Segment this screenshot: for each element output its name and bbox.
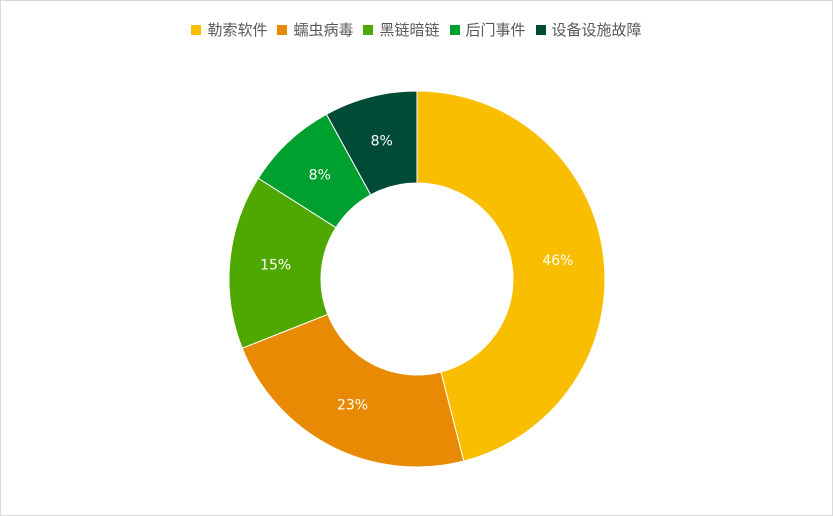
legend-label: 蠕虫病毒 — [293, 21, 354, 39]
donut-slice — [241, 313, 465, 468]
donut-slice — [416, 90, 606, 462]
legend-swatch — [535, 24, 546, 35]
data-label: 8% — [371, 133, 393, 149]
legend-item: 勒索软件 — [191, 19, 267, 40]
legend-item: 后门事件 — [449, 19, 526, 40]
data-label: 8% — [309, 167, 331, 183]
legend-swatch — [363, 24, 374, 35]
legend-label: 后门事件 — [465, 21, 526, 39]
donut-slice — [325, 90, 418, 196]
legend-swatch — [191, 24, 202, 35]
data-label: 15% — [260, 258, 291, 274]
legend-item: 蠕虫病毒 — [277, 19, 353, 40]
legend-item: 黑链暗链 — [363, 19, 440, 40]
data-label: 46% — [542, 253, 573, 269]
legend: 勒索软件 蠕虫病毒 黑链暗链 后门事件 设备设施故障 — [1, 19, 832, 40]
legend-swatch — [277, 24, 288, 35]
legend-label: 勒索软件 — [207, 21, 268, 39]
legend-label: 黑链暗链 — [379, 21, 440, 39]
data-label: 23% — [337, 398, 368, 414]
legend-swatch — [449, 24, 460, 35]
legend-label: 设备设施故障 — [551, 21, 642, 39]
legend-item: 设备设施故障 — [535, 19, 642, 40]
